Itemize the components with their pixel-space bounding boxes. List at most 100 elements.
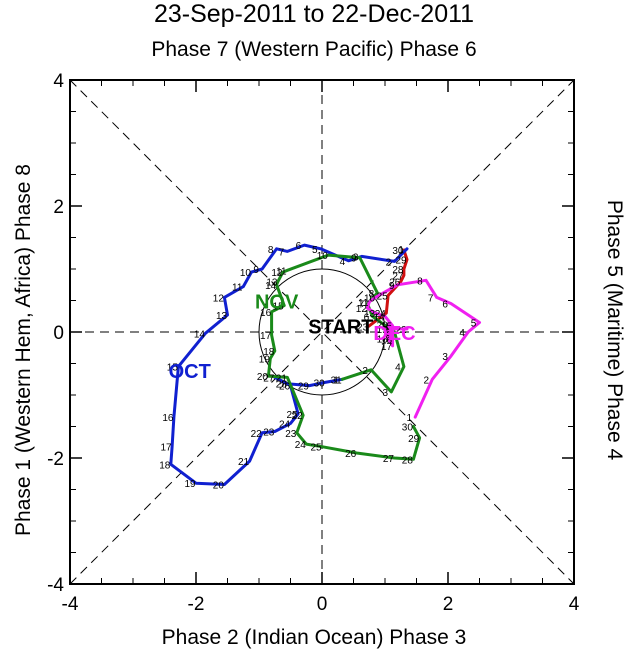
oct-day-label: 13 [216, 311, 228, 322]
oct-day-label: 31 [331, 375, 343, 386]
nov-day-label: 9 [351, 254, 357, 265]
nov-day-label: 27 [383, 454, 395, 465]
dec-day-label: 5 [471, 319, 477, 330]
nov-day-label: 15 [273, 302, 285, 313]
top-phase-label: Phase 7 (Western Pacific) Phase 6 [151, 38, 477, 61]
dec-day-label: 21 [383, 325, 395, 336]
dec-day-label: 6 [442, 300, 448, 311]
nov-day-label: 21 [276, 373, 288, 384]
dec-day-label: 17 [381, 342, 393, 353]
sep-day-label: 29 [395, 256, 407, 267]
dec-day-label: 15 [381, 322, 393, 333]
nov-day-label: 12 [271, 268, 283, 279]
nov-day-label: 14 [265, 281, 277, 292]
oct-day-label: 3 [353, 252, 359, 263]
dec-day-label: 9 [389, 281, 395, 292]
oct-day-label: 6 [296, 241, 302, 252]
nov-day-label: 10 [317, 251, 329, 262]
sep-series-line [367, 248, 409, 328]
oct-day-label: 14 [194, 329, 206, 340]
nov-day-label: 1 [333, 375, 339, 386]
nov-month-label: NOV [255, 292, 299, 314]
y-tick-label: 2 [53, 197, 64, 218]
oct-day-label: 25 [286, 410, 298, 421]
dec-day-label: 3 [442, 352, 448, 363]
nov-day-label: 30 [402, 423, 414, 434]
sep-day-label: 30 [392, 246, 404, 257]
oct-day-label: 19 [184, 479, 196, 490]
nov-day-label: 25 [310, 443, 322, 454]
dec-day-label: 1 [406, 413, 412, 424]
dec-day-label: 13 [364, 309, 376, 320]
sep-day-label: 28 [392, 265, 404, 276]
dec-day-label: 16 [381, 336, 393, 347]
nov-day-label: 16 [260, 308, 272, 319]
sep-day-label: 26 [389, 278, 401, 289]
oct-day-label: 1 [398, 245, 404, 256]
y-tick-label: -2 [47, 449, 64, 470]
nov-day-label: 28 [402, 455, 414, 466]
y-tick-label: 0 [53, 323, 64, 344]
dec-day-label: 4 [459, 328, 465, 339]
nov-day-label: 20 [257, 372, 269, 383]
nov-day-label: 5 [386, 328, 392, 339]
x-tick-label: 2 [443, 594, 454, 615]
dec-day-label: 10 [364, 293, 376, 304]
nov-day-label: 18 [263, 347, 275, 358]
nov-day-label: 19 [259, 354, 271, 365]
nov-day-label: 23 [285, 429, 297, 440]
unit-circle [258, 268, 386, 396]
oct-day-label: 11 [232, 283, 243, 294]
oct-day-label: 15 [167, 363, 179, 374]
oct-day-label: 24 [279, 419, 291, 430]
nov-day-label: 6 [364, 312, 370, 323]
oct-day-label: 8 [268, 245, 274, 256]
nov-day-label: 8 [369, 289, 375, 300]
nov-day-label: 7 [359, 300, 365, 311]
sep-day-label: 27 [392, 271, 404, 282]
nov-series-line [266, 253, 422, 461]
oct-day-label: 7 [279, 247, 285, 258]
diagonal-guide-line [69, 79, 575, 585]
nov-day-label: 2 [362, 366, 368, 377]
dec-day-label: 18 [377, 334, 389, 345]
dec-series-line [365, 278, 481, 419]
oct-day-label: 5 [312, 245, 318, 256]
dec-day-label: 14 [373, 312, 385, 323]
nov-day-label: 17 [260, 331, 272, 342]
sep-day-label: 25 [377, 291, 389, 302]
oct-day-label: 22 [251, 429, 263, 440]
oct-day-label: 21 [238, 457, 250, 468]
y-tick-label: -4 [47, 575, 64, 596]
dec-day-label: 19 [377, 325, 389, 336]
nov-day-label: 13 [266, 278, 278, 289]
nov-day-label: 11 [276, 266, 287, 277]
nov-day-label: 4 [395, 363, 401, 374]
x-tick-label: -4 [62, 594, 79, 615]
y-tick-label: 4 [53, 71, 64, 92]
oct-day-label: 2 [386, 257, 392, 268]
sep-day-label: 23 [357, 322, 369, 333]
chart-title: 23-Sep-2011 to 22-Dec-2011 [153, 0, 475, 28]
oct-day-label: 29 [298, 382, 310, 393]
x-axis-label: Phase 2 (Indian Ocean) Phase 3 [161, 626, 467, 649]
oct-day-label: 12 [213, 293, 225, 304]
oct-day-label: 23 [263, 428, 275, 439]
dec-day-label: 2 [423, 375, 429, 386]
nov-day-label: 22 [292, 411, 304, 422]
dec-day-label: 7 [428, 293, 434, 304]
sep-day-label: 24 [375, 309, 387, 320]
dec-day-label: 20 [377, 320, 389, 331]
nov-day-label: 29 [408, 434, 420, 445]
x-tick-label: 4 [569, 594, 580, 615]
oct-day-label: 4 [340, 257, 346, 268]
oct-day-label: 20 [213, 480, 225, 491]
oct-day-label: 9 [253, 265, 259, 276]
dec-day-label: 11 [358, 298, 369, 309]
start-label: START [308, 317, 373, 339]
oct-day-label: 18 [159, 460, 171, 471]
x-tick-label: 0 [317, 594, 328, 615]
dec-day-label: 12 [356, 304, 368, 315]
dec-day-label: 8 [417, 276, 423, 287]
